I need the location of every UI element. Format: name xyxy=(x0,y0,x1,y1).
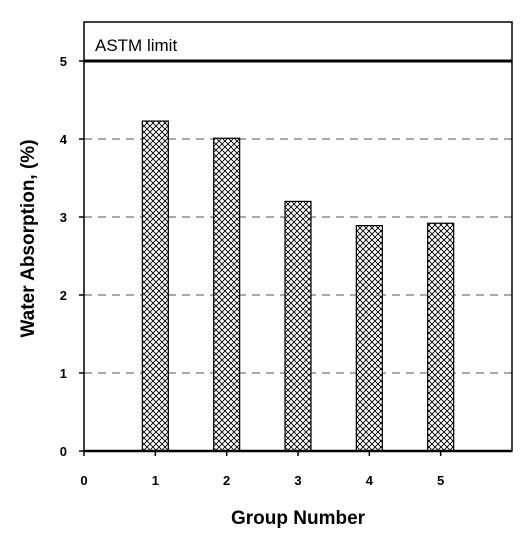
y-tick-label: 1 xyxy=(60,366,67,381)
bar xyxy=(355,224,383,452)
bar xyxy=(213,137,241,452)
y-tick-label: 2 xyxy=(60,288,67,303)
y-axis-label: Water Absorption, (%) xyxy=(18,139,39,337)
x-tick-label: 3 xyxy=(294,473,301,488)
x-axis-label: Group Number xyxy=(231,508,366,529)
bar xyxy=(427,222,455,452)
y-tick-label: 0 xyxy=(60,444,67,459)
bar xyxy=(284,200,312,452)
x-tick-label: 4 xyxy=(366,473,374,488)
y-tick-label: 4 xyxy=(60,132,68,147)
x-axis-ticks: 0 1 2 3 4 5 xyxy=(80,451,444,488)
y-tick-label: 5 xyxy=(60,54,67,69)
y-tick-label: 3 xyxy=(60,210,67,225)
x-tick-label: 0 xyxy=(80,473,87,488)
x-tick-label: 1 xyxy=(152,473,159,488)
bar xyxy=(141,120,169,452)
x-tick-label: 5 xyxy=(437,473,444,488)
bars xyxy=(141,120,455,452)
y-axis-ticks: 0 1 2 3 4 5 xyxy=(60,54,84,459)
reference-line-label: ASTM limit xyxy=(95,36,177,55)
x-tick-label: 2 xyxy=(223,473,230,488)
